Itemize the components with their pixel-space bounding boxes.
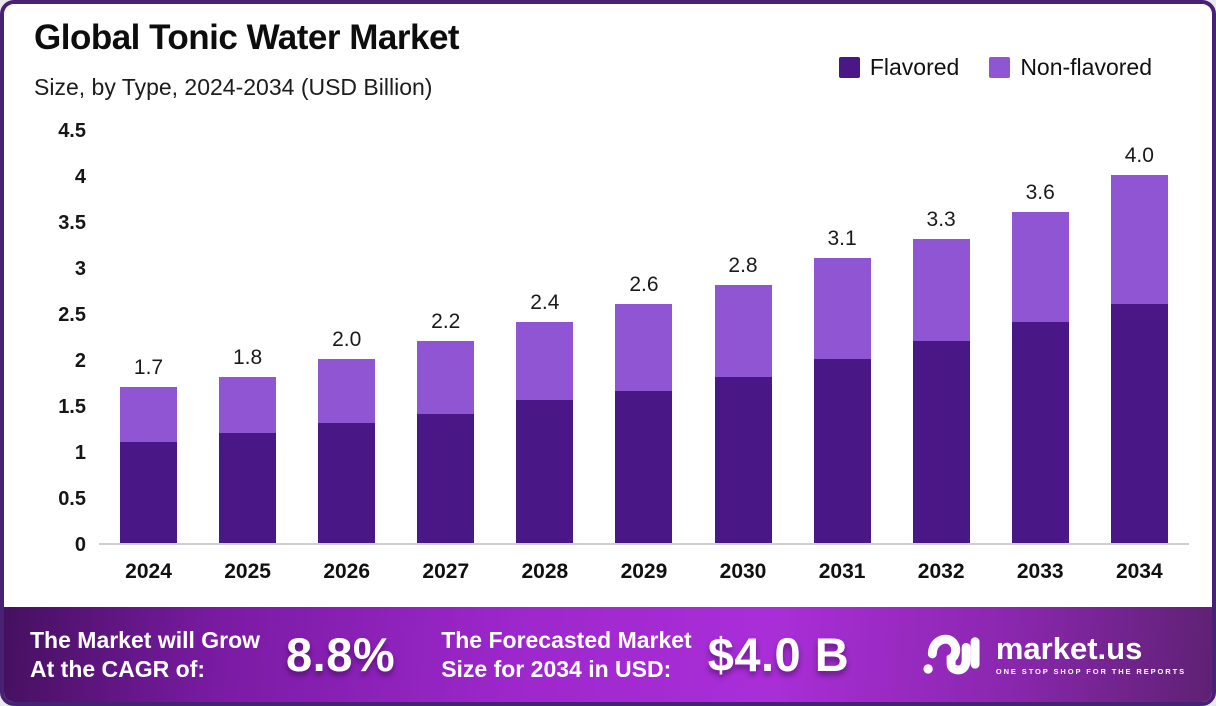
forecast-label-line1: The Forecasted Market <box>441 627 692 654</box>
logo-name: market.us <box>995 631 1143 666</box>
y-tick-label: 2 <box>74 350 86 372</box>
bar-total-label: 3.3 <box>926 208 956 232</box>
bar-segment-nonflavored <box>813 257 871 359</box>
y-tick-label: 2.5 <box>58 304 86 326</box>
forecast-label: The Forecasted Market Size for 2034 in U… <box>441 626 692 682</box>
cagr-label-line1: The Market will Grow <box>30 627 261 654</box>
y-tick-label: 4 <box>74 166 86 188</box>
bar-total-label: 4.0 <box>1124 144 1154 168</box>
x-tick-label: 2033 <box>1016 560 1064 583</box>
bar-group-2026: 2.0 <box>318 328 376 543</box>
chart-legend: Flavored Non-flavored <box>838 54 1152 81</box>
bar-segment-flavored <box>714 377 772 543</box>
bar-group-2024: 1.7 <box>120 355 178 543</box>
y-tick-label: 1.5 <box>58 396 86 418</box>
y-tick-label: 3.5 <box>58 212 86 234</box>
marketus-logo-icon <box>922 628 984 681</box>
bar-total-label: 2.4 <box>530 291 560 315</box>
y-tick-label: 3 <box>74 258 86 280</box>
y-tick-label: 4.5 <box>58 120 86 142</box>
bar-group-2033: 3.6 <box>1011 180 1069 543</box>
bar-segment-nonflavored <box>714 285 772 378</box>
chart-subtitle: Size, by Type, 2024-2034 (USD Billion) <box>34 74 433 100</box>
x-tick-label: 2028 <box>521 560 569 583</box>
x-tick-label: 2027 <box>422 560 470 583</box>
bar-total-label: 1.8 <box>233 346 263 370</box>
bar-segment-nonflavored <box>417 340 475 415</box>
page-title: Global Tonic Water Market <box>34 18 460 57</box>
bar-segment-flavored <box>912 340 970 543</box>
bar-group-2027: 2.2 <box>417 309 475 543</box>
bar-group-2032: 3.3 <box>912 208 970 543</box>
bar-segment-nonflavored <box>120 386 178 442</box>
bar-segment-flavored <box>516 400 574 543</box>
marketus-logo-text: market.us ONE STOP SHOP FOR THE REPORTS <box>996 633 1186 676</box>
bar-segment-nonflavored <box>219 377 277 433</box>
legend-label: Non-flavored <box>1020 54 1152 80</box>
bar-segment-flavored <box>417 414 475 543</box>
bar-total-label: 1.7 <box>133 355 164 379</box>
x-axis: 2024 2025 2026 2027 2028 2029 2030 2031 2032 2033… <box>99 560 1189 584</box>
bar-total-label: 2.8 <box>728 254 758 278</box>
forecast-value: $4.0 B <box>707 628 850 681</box>
bar-segment-nonflavored <box>318 359 376 424</box>
y-tick-label: 1 <box>74 442 86 464</box>
x-tick-label: 2025 <box>224 560 271 583</box>
y-tick-label: 0 <box>74 534 86 556</box>
bar-group-2034: 4.0 <box>1110 144 1168 543</box>
x-tick-label: 2024 <box>125 560 172 583</box>
bar-segment-flavored <box>1110 303 1168 543</box>
forecast-label-line2: Size for 2034 in USD: <box>441 655 672 682</box>
x-tick-label: 2034 <box>1115 560 1163 583</box>
legend-swatch <box>989 57 1011 78</box>
bar-total-label: 2.6 <box>629 272 659 296</box>
bar-total-label: 3.6 <box>1025 180 1055 204</box>
x-tick-label: 2026 <box>323 560 371 583</box>
y-tick-label: 0.5 <box>58 488 86 510</box>
bar-total-label: 3.1 <box>827 226 857 250</box>
bar-segment-flavored <box>318 423 376 543</box>
bar-total-label: 2.2 <box>431 309 461 333</box>
y-axis: 0 0.5 1 1.5 2 2.5 3 3.5 4 4.5 <box>20 120 86 556</box>
legend-item-non-flavored: Non-flavored <box>989 54 1152 81</box>
legend-swatch <box>838 57 860 78</box>
bar-segment-nonflavored <box>1110 175 1168 304</box>
bar-group-2029: 2.6 <box>615 272 673 543</box>
bar-group-2025: 1.8 <box>219 346 277 543</box>
legend-label: Flavored <box>869 54 960 80</box>
bar-segment-flavored <box>120 441 178 543</box>
bar-segment-flavored <box>1011 322 1069 543</box>
cagr-value: 8.8% <box>286 628 396 681</box>
cagr-label-line2: At the CAGR of: <box>30 655 206 682</box>
bar-segment-nonflavored <box>516 322 574 401</box>
marketus-logo: market.us ONE STOP SHOP FOR THE REPORTS <box>922 628 1186 681</box>
bar-segment-flavored <box>813 359 871 543</box>
plot-area: 1.7 1.8 2.0 2.2 2.4 2.6 2.8 3.1 3.3 3.6 4.0 <box>99 131 1189 545</box>
logo-tagline: ONE STOP SHOP FOR THE REPORTS <box>995 667 1186 676</box>
x-tick-label: 2032 <box>917 560 965 583</box>
bar-segment-flavored <box>219 432 277 543</box>
bar-segment-nonflavored <box>615 303 673 392</box>
x-tick-label: 2030 <box>719 560 767 583</box>
bar-group-2031: 3.1 <box>813 226 871 543</box>
bar-group-2028: 2.4 <box>516 291 574 543</box>
legend-item-flavored: Flavored <box>838 54 960 81</box>
bar-total-label: 2.0 <box>332 328 362 352</box>
bar-segment-flavored <box>615 391 673 543</box>
bar-segment-nonflavored <box>1011 211 1069 323</box>
cagr-label: The Market will Grow At the CAGR of: <box>30 626 260 682</box>
bar-group-2030: 2.8 <box>714 254 772 543</box>
x-tick-label: 2031 <box>818 560 866 583</box>
bar-segment-nonflavored <box>912 239 970 341</box>
footer-banner: The Market will Grow At the CAGR of: 8.8… <box>4 607 1212 702</box>
x-tick-label: 2029 <box>620 560 668 583</box>
